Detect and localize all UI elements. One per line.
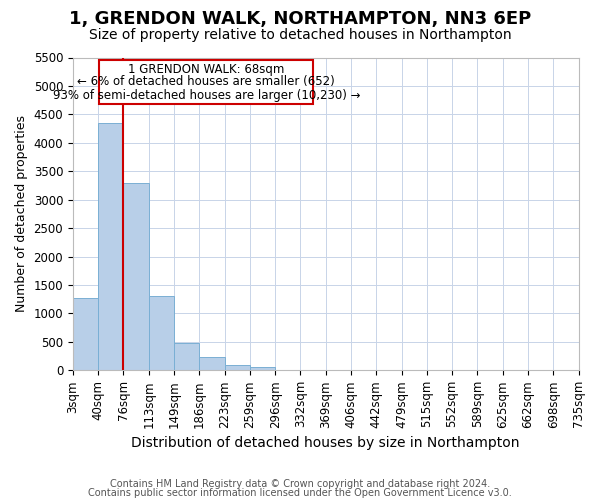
X-axis label: Distribution of detached houses by size in Northampton: Distribution of detached houses by size … bbox=[131, 436, 520, 450]
Bar bbox=[224, 364, 250, 370]
Bar bbox=[199, 357, 224, 370]
Text: 93% of semi-detached houses are larger (10,230) →: 93% of semi-detached houses are larger (… bbox=[53, 89, 360, 102]
Bar bbox=[98, 123, 124, 370]
Text: 1, GRENDON WALK, NORTHAMPTON, NN3 6EP: 1, GRENDON WALK, NORTHAMPTON, NN3 6EP bbox=[69, 10, 531, 28]
Y-axis label: Number of detached properties: Number of detached properties bbox=[15, 116, 28, 312]
Text: Contains public sector information licensed under the Open Government Licence v3: Contains public sector information licen… bbox=[88, 488, 512, 498]
Text: Contains HM Land Registry data © Crown copyright and database right 2024.: Contains HM Land Registry data © Crown c… bbox=[110, 479, 490, 489]
Bar bbox=[124, 182, 149, 370]
Text: ← 6% of detached houses are smaller (652): ← 6% of detached houses are smaller (652… bbox=[77, 76, 335, 88]
Bar bbox=[250, 366, 275, 370]
Bar bbox=[100, 60, 313, 104]
Bar bbox=[174, 343, 199, 370]
Bar bbox=[73, 298, 98, 370]
Bar bbox=[149, 296, 174, 370]
Text: 1 GRENDON WALK: 68sqm: 1 GRENDON WALK: 68sqm bbox=[128, 63, 284, 76]
Text: Size of property relative to detached houses in Northampton: Size of property relative to detached ho… bbox=[89, 28, 511, 42]
